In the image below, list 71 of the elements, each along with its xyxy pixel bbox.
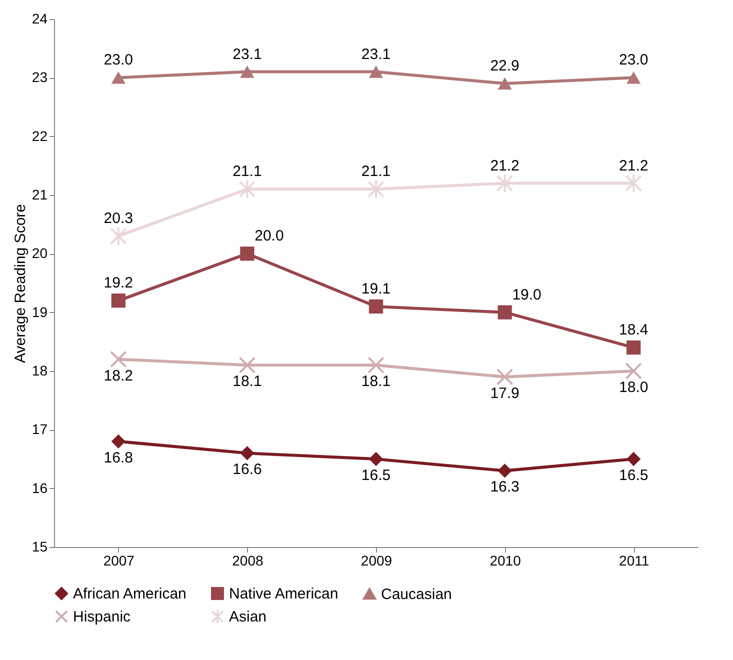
point — [498, 77, 512, 90]
data-label: 20.3 — [104, 210, 133, 228]
legend-label: Native American — [229, 586, 338, 603]
point — [238, 356, 256, 374]
point — [626, 452, 641, 466]
y-tick-label: 24 — [32, 10, 48, 26]
data-label: 18.4 — [619, 322, 648, 339]
data-label: 18.2 — [104, 367, 133, 384]
x-tick-label: 2007 — [103, 552, 135, 568]
point — [368, 66, 384, 78]
point — [498, 464, 512, 478]
data-label: 22.9 — [490, 58, 520, 75]
data-label: 16.6 — [232, 461, 262, 478]
data-label: 21.2 — [490, 157, 520, 174]
data-label: 16.5 — [361, 467, 391, 484]
point — [498, 305, 512, 320]
point — [240, 246, 254, 261]
y-tick-label: 15 — [32, 538, 48, 554]
y-tick-label: 22 — [32, 128, 48, 144]
legend-label: African American — [73, 586, 186, 603]
y-tick-label: 23 — [32, 69, 48, 86]
data-label: 16.8 — [104, 449, 133, 466]
x-tick-label: 2009 — [360, 552, 392, 568]
point — [625, 173, 642, 194]
x-tick-label: 2011 — [619, 552, 650, 568]
point — [238, 179, 256, 200]
point — [496, 368, 514, 386]
data-label: 21.1 — [361, 163, 391, 180]
data-label: 16.5 — [619, 467, 648, 484]
y-axis-title: Average Reading Score — [12, 204, 29, 363]
legend-label: Hispanic — [73, 608, 132, 626]
data-label: 19.2 — [104, 274, 133, 292]
point — [240, 66, 254, 78]
point — [240, 446, 254, 460]
point — [110, 226, 127, 246]
point — [111, 72, 126, 84]
point — [368, 179, 384, 200]
data-label: 18.0 — [619, 379, 648, 396]
data-label: 21.1 — [232, 163, 262, 180]
point — [368, 356, 384, 374]
point — [496, 173, 514, 194]
data-label: 18.1 — [361, 373, 391, 390]
x-tick-label: 2010 — [490, 552, 522, 568]
data-label: 23.1 — [232, 46, 262, 63]
point — [111, 434, 126, 448]
legend-label: Caucasian — [381, 586, 452, 603]
data-label: 16.3 — [490, 478, 520, 496]
data-label: 20.0 — [254, 228, 284, 245]
x-tick-label: 2008 — [232, 552, 264, 568]
data-label: 23.0 — [619, 52, 648, 69]
data-label: 21.2 — [619, 157, 648, 174]
point — [626, 340, 641, 355]
point — [368, 299, 384, 314]
y-tick-label: 18 — [32, 362, 48, 378]
point — [110, 350, 127, 368]
point — [625, 362, 642, 380]
data-label: 19.1 — [361, 280, 391, 298]
legend-label: Asian — [229, 608, 267, 626]
y-tick-label: 19 — [32, 304, 48, 320]
y-tick-label: 16 — [32, 480, 48, 496]
data-label: 17.9 — [490, 384, 520, 402]
data-label: 19.0 — [512, 286, 542, 304]
y-tick-label: 21 — [32, 186, 48, 202]
point — [626, 72, 641, 84]
y-tick-label: 17 — [32, 421, 48, 438]
point — [368, 452, 384, 466]
data-label: 18.1 — [232, 373, 262, 390]
data-label: 23.1 — [361, 46, 391, 63]
point — [111, 294, 126, 308]
y-tick-label: 20 — [32, 245, 48, 262]
data-label: 23.0 — [104, 52, 133, 69]
